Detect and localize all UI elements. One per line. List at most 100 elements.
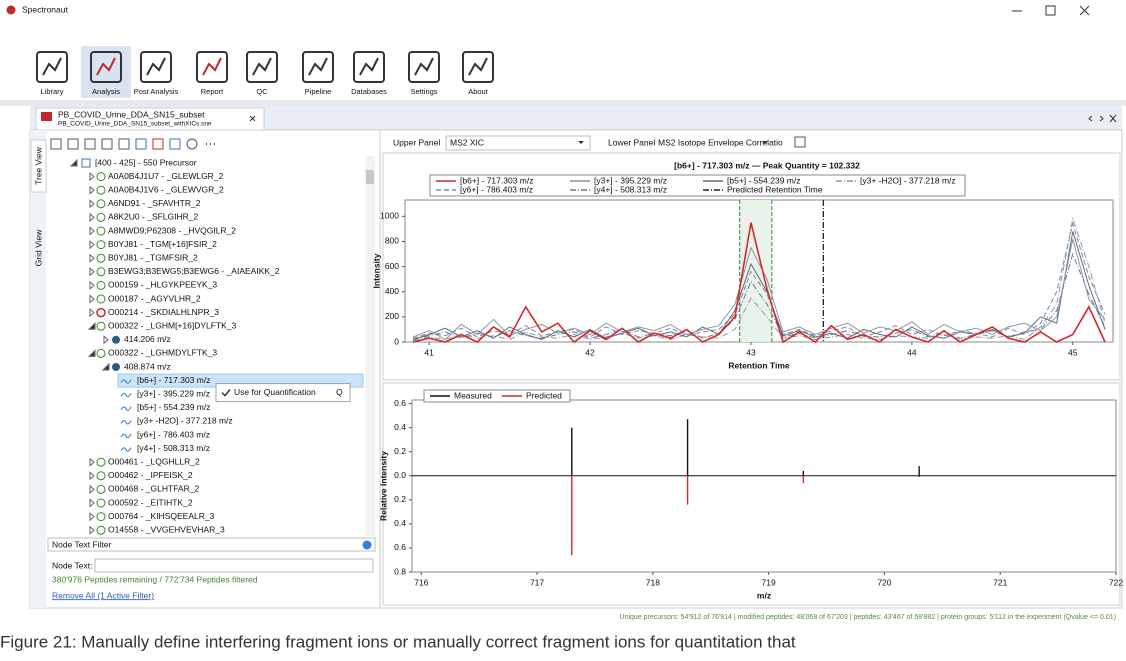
- legend-label: [y3+ -H2O] - 377.218 m/z: [860, 175, 956, 185]
- ribbon-icon[interactable]: [462, 51, 494, 83]
- tab-nav[interactable]: [1088, 114, 1117, 123]
- node-icon: [96, 471, 106, 481]
- tree-item[interactable]: O14558 - _VVGEHVEVHAR_3: [108, 524, 225, 534]
- tree-item[interactable]: O00764 - _KIHSQEEALR_3: [108, 511, 215, 521]
- ribbon-label[interactable]: Library: [41, 87, 64, 96]
- scroll-thumb[interactable]: [366, 170, 374, 184]
- ribbon-icon[interactable]: [36, 51, 68, 83]
- expander[interactable]: [89, 185, 95, 195]
- side-tab[interactable]: Tree View: [33, 146, 43, 185]
- expander[interactable]: [89, 199, 95, 209]
- tree-item[interactable]: O00214 - _SKDIALHLNPR_3: [108, 307, 219, 317]
- tree-item[interactable]: A8K2U0 - _SFLGIHR_2: [108, 212, 199, 222]
- expander[interactable]: [89, 280, 95, 291]
- tree-item[interactable]: O00322 - _LGHM[+16]DYLFTK_3: [108, 320, 237, 330]
- expander[interactable]: [89, 239, 95, 250]
- tree-item[interactable]: O00159 - _HLGYKPEEYK_3: [108, 280, 217, 290]
- ribbon-glyph: [414, 57, 434, 76]
- side-tab-active[interactable]: [30, 139, 47, 193]
- close-button[interactable]: [1079, 5, 1090, 16]
- lower-panel-value[interactable]: MS2 Isotope Envelope Correlatio: [658, 137, 783, 147]
- scrollbar[interactable]: [365, 156, 375, 536]
- maximize-button[interactable]: [1045, 5, 1056, 16]
- expander[interactable]: [89, 294, 95, 304]
- ribbon-label[interactable]: Post Analysis: [134, 87, 179, 96]
- ribbon-label[interactable]: Pipeline: [305, 87, 332, 96]
- tree-item[interactable]: O00187 - _AGYVLHR_2: [108, 293, 201, 303]
- tree-item[interactable]: A0A0B4J1U7 - _GLEWLGR_2: [108, 171, 224, 181]
- ribbon-icon[interactable]: [196, 51, 228, 83]
- ribbon-label[interactable]: About: [468, 87, 489, 96]
- ribbon-icon[interactable]: [246, 51, 278, 83]
- filter-icon[interactable]: [362, 540, 372, 550]
- filter-dropdown[interactable]: [47, 537, 376, 552]
- expander[interactable]: [89, 525, 95, 535]
- tree-item[interactable]: [b5+] - 554.239 m/z: [137, 402, 210, 412]
- expander[interactable]: [87, 349, 96, 357]
- context-menu-item[interactable]: Use for Quantification: [234, 387, 316, 397]
- tree-item[interactable]: B0YJ81 - _TGM[+16]FSIR_2: [108, 239, 217, 249]
- side-tab[interactable]: Grid View: [33, 229, 43, 267]
- ribbon-icon[interactable]: [353, 51, 385, 83]
- tree-item[interactable]: [b6+] - 717.303 m/z: [137, 375, 210, 385]
- tree-item[interactable]: B0YJ81 - _TGMFSIR_2: [108, 252, 198, 262]
- expander[interactable]: [89, 498, 95, 508]
- toolbar-button[interactable]: [152, 138, 164, 150]
- ribbon-icon[interactable]: [302, 51, 334, 83]
- expander[interactable]: [89, 267, 95, 277]
- expander[interactable]: [69, 158, 78, 167]
- tree-item[interactable]: O00468 - _GLHTFAR_2: [108, 484, 199, 494]
- expander[interactable]: [101, 362, 110, 371]
- tree-item[interactable]: O00592 - _EITIHTK_2: [108, 497, 193, 507]
- export-button[interactable]: [794, 136, 806, 148]
- tree-item[interactable]: [y3+] - 395.229 m/z: [137, 388, 210, 398]
- tree-item[interactable]: B3EWG3;B3EWG5;B3EWG6 - _AIAEAIKK_2: [108, 266, 280, 276]
- ribbon-label[interactable]: Databases: [351, 87, 387, 96]
- tree-item[interactable]: [400 - 425] - 550 Precursor: [95, 157, 197, 167]
- expander[interactable]: [89, 457, 95, 467]
- tree-item[interactable]: O00462 - _IPFEISK_2: [108, 470, 193, 480]
- expander[interactable]: [89, 253, 95, 263]
- toolbar-button[interactable]: [101, 138, 113, 150]
- toolbar-button[interactable]: [50, 138, 62, 150]
- expander[interactable]: [89, 511, 95, 522]
- tree-item[interactable]: O00322 - _LGHMDYLFTK_3: [108, 348, 217, 358]
- tree-item[interactable]: 408.874 m/z: [124, 361, 171, 371]
- toolbar-button[interactable]: [186, 138, 198, 150]
- ribbon-icon[interactable]: [408, 51, 440, 83]
- expander[interactable]: [89, 484, 95, 495]
- ribbon-icon[interactable]: [90, 51, 122, 83]
- expander[interactable]: [89, 226, 95, 236]
- toolbar-button[interactable]: [84, 138, 96, 150]
- upper-panel-dropdown[interactable]: [445, 135, 591, 151]
- ribbon-label[interactable]: Report: [201, 87, 224, 96]
- node-icon: [120, 433, 132, 439]
- expander[interactable]: [89, 212, 95, 223]
- toolbar-button[interactable]: [135, 138, 147, 150]
- toolbar-button[interactable]: [118, 138, 130, 150]
- tab-close[interactable]: [249, 115, 256, 122]
- expander[interactable]: [103, 335, 109, 345]
- tree-item[interactable]: [y3+ -H2O] - 377.218 m/z: [137, 416, 233, 426]
- tree-item[interactable]: A8MWD9;P62308 - _HVQGILR_2: [108, 225, 236, 235]
- tree-item[interactable]: O00461 - _LQGHLLR_2: [108, 456, 200, 466]
- tree-item[interactable]: 414.206 m/z: [124, 334, 171, 344]
- expander[interactable]: [87, 321, 96, 330]
- check-mark: [221, 389, 231, 397]
- tree-item[interactable]: [y6+] - 786.403 m/z: [137, 429, 210, 439]
- ribbon-label[interactable]: Analysis: [92, 87, 120, 96]
- toolbar-button[interactable]: [169, 138, 181, 150]
- tree-item[interactable]: A0A0B4J1V6 - _GLEWVGR_2: [108, 184, 224, 194]
- y-tick-label: 0.2: [394, 446, 406, 456]
- expander[interactable]: [89, 471, 95, 481]
- ribbon-label[interactable]: Settings: [410, 87, 437, 96]
- ribbon-icon[interactable]: [140, 51, 172, 83]
- tree-item[interactable]: [y4+] - 508.313 m/z: [137, 443, 210, 453]
- ribbon-label[interactable]: QC: [256, 87, 268, 96]
- filter-input[interactable]: [94, 558, 374, 573]
- tree-item[interactable]: A6ND91 - _SFAVHTR_2: [108, 198, 201, 208]
- toolbar-button[interactable]: [67, 138, 79, 150]
- expander[interactable]: [89, 171, 95, 182]
- filter-link[interactable]: Remove All (1 Active Filter): [52, 590, 154, 600]
- expander[interactable]: [89, 307, 95, 318]
